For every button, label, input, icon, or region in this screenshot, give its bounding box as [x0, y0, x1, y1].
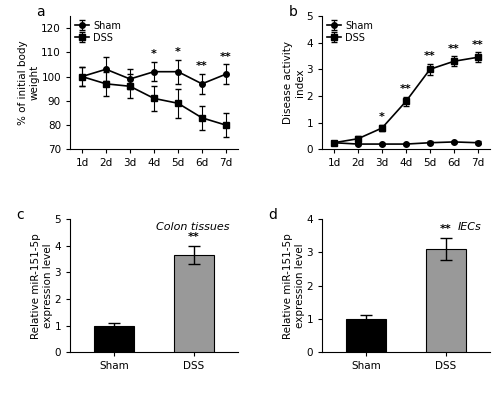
Text: **: **: [196, 61, 208, 71]
Y-axis label: Disease activity
index: Disease activity index: [284, 41, 305, 124]
Text: d: d: [268, 208, 277, 222]
Bar: [426, 249, 466, 352]
Y-axis label: Relative miR-151-5p
expression level: Relative miR-151-5p expression level: [284, 233, 305, 339]
Legend: Sham, DSS: Sham, DSS: [327, 21, 373, 43]
Text: **: **: [424, 51, 436, 61]
Text: c: c: [16, 208, 24, 222]
Text: **: **: [472, 40, 484, 50]
Text: a: a: [36, 5, 45, 19]
Text: **: **: [400, 84, 412, 94]
Bar: [94, 326, 134, 352]
Y-axis label: % of initial body
weight: % of initial body weight: [18, 40, 40, 125]
Y-axis label: Relative miR-151-5p
expression level: Relative miR-151-5p expression level: [32, 233, 53, 339]
Legend: Sham, DSS: Sham, DSS: [75, 21, 121, 43]
Text: **: **: [440, 224, 452, 234]
Text: IECs: IECs: [458, 221, 481, 232]
Bar: [174, 255, 214, 352]
Text: b: b: [288, 5, 298, 19]
Text: **: **: [220, 52, 232, 62]
Text: Colon tissues: Colon tissues: [156, 221, 230, 232]
Bar: [346, 319, 386, 352]
Text: *: *: [151, 50, 157, 59]
Text: *: *: [379, 112, 385, 122]
Text: **: **: [448, 44, 460, 54]
Text: **: **: [188, 232, 200, 242]
Text: *: *: [175, 47, 181, 57]
